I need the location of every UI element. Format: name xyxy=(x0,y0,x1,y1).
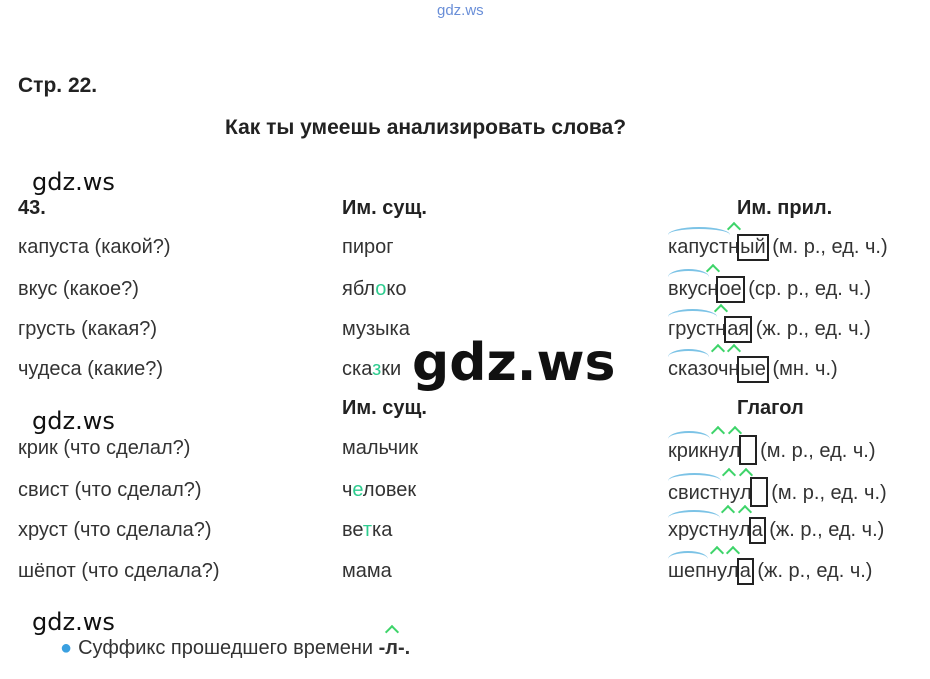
noun-part: ко xyxy=(386,278,407,300)
suffix-morpheme: ну xyxy=(717,519,739,541)
noun: ветка xyxy=(342,519,392,542)
suffix-morpheme: ну xyxy=(707,440,729,462)
root-morpheme: шеп xyxy=(668,551,708,582)
noun-part: ч xyxy=(342,479,353,501)
watermark-large: gdz.ws xyxy=(412,333,616,393)
root-morpheme: свист xyxy=(668,473,721,504)
highlighted-letter: е xyxy=(352,479,363,501)
noun: музыка xyxy=(342,318,410,341)
source-word: капуста (какой?) xyxy=(18,236,171,258)
exercise-number: 43. xyxy=(18,197,46,219)
suffix-morpheme: н xyxy=(707,278,719,300)
suffix-morpheme: оч xyxy=(707,358,729,380)
watermark: gdz.ws xyxy=(32,608,115,636)
suffix-morpheme: ну xyxy=(718,482,741,504)
ending-morpheme: ая xyxy=(724,316,753,343)
bullet-icon: ● xyxy=(60,637,73,659)
noun: яблоко xyxy=(342,278,407,301)
root-morpheme: груст xyxy=(668,309,718,340)
noun-part: мама xyxy=(342,560,392,582)
noun-part: ловек xyxy=(362,479,417,501)
grammar-note: (мн. ч.) xyxy=(766,358,838,380)
grammar-note: (ж. р., ед. ч.) xyxy=(763,519,885,541)
footnote-text: Суффикс прошедшего времени xyxy=(78,637,379,659)
page-reference: Стр. 22. xyxy=(18,74,98,97)
highlighted-letter: т xyxy=(362,519,373,541)
noun-part: музыка xyxy=(342,318,410,340)
derived-word: вкусное (ср. р., ед. ч.) xyxy=(668,269,872,303)
ending-morpheme: ые xyxy=(737,356,769,383)
root-morpheme: крик xyxy=(668,431,710,462)
root-morpheme: капуст xyxy=(668,227,731,258)
ending-morpheme: а xyxy=(748,517,766,544)
derived-word: грустная (ж. р., ед. ч.) xyxy=(668,309,871,343)
noun-part: ве xyxy=(342,519,363,541)
derived-word: крикнул (м. р., ед. ч.) xyxy=(668,431,876,465)
source-word: шёпот (что сделала?) xyxy=(18,560,220,582)
suffix-morpheme: л xyxy=(727,560,739,582)
source-word: свист (что сделал?) xyxy=(18,479,202,501)
noun: пирог xyxy=(342,236,394,259)
derived-word: сказочные (мн. ч.) xyxy=(668,349,838,383)
noun-part: ки xyxy=(381,358,402,380)
footnote: ● Суффикс прошедшего времени -л-. xyxy=(60,637,410,660)
grammar-note: (м. р., ед. ч.) xyxy=(754,440,876,462)
source-word: грусть (какая?) xyxy=(18,318,158,340)
header-adjective: Им. прил. xyxy=(737,197,833,219)
derived-word: хрустнула (ж. р., ед. ч.) xyxy=(668,510,885,544)
header-noun-1: Им. сущ. xyxy=(342,197,427,219)
source-word: чудеса (какие?) xyxy=(18,358,164,380)
source-word: крик (что сделал?) xyxy=(18,437,191,459)
exercise-title: Как ты умеешь анализировать слова? xyxy=(225,116,627,139)
highlighted-letter: з xyxy=(372,358,382,380)
ending-morpheme xyxy=(738,435,757,465)
suffix-morpheme: л xyxy=(740,482,752,504)
source-word: хруст (что сделала?) xyxy=(18,519,212,541)
noun-part: ябл xyxy=(342,278,376,300)
noun: мальчик xyxy=(342,437,418,460)
noun: мама xyxy=(342,560,392,583)
derived-word: капустный (м. р., ед. ч.) xyxy=(668,227,888,261)
grammar-note: (м. р., ед. ч.) xyxy=(766,236,888,258)
suffix-morpheme: н xyxy=(715,318,727,340)
watermark: gdz.ws xyxy=(32,407,115,435)
grammar-note: (ж. р., ед. ч.) xyxy=(750,318,871,340)
noun-part: мальчик xyxy=(342,437,418,459)
suffix-morpheme: н xyxy=(728,236,740,258)
footnote-period: . xyxy=(404,637,411,659)
grammar-note: (ср. р., ед. ч.) xyxy=(742,278,872,300)
footnote-suffix: -л- xyxy=(378,637,405,659)
derived-word: шепнула (ж. р., ед. ч.) xyxy=(668,551,873,585)
ending-morpheme xyxy=(749,477,768,507)
noun: человек xyxy=(342,479,416,502)
suffix-morpheme: л xyxy=(728,440,741,462)
suffix-morpheme: л xyxy=(738,519,751,541)
noun-part: ка xyxy=(372,519,393,541)
grammar-note: (ж. р., ед. ч.) xyxy=(751,560,873,582)
highlighted-letter: о xyxy=(375,278,387,300)
header-verb: Глагол xyxy=(737,397,804,419)
noun: сказки xyxy=(342,358,401,381)
ending-morpheme: ый xyxy=(737,234,769,261)
source-word: вкус (какое?) xyxy=(18,278,139,300)
header-noun-2: Им. сущ. xyxy=(342,397,427,419)
ending-morpheme: ое xyxy=(716,276,745,303)
noun-part: ска xyxy=(342,358,373,380)
ending-morpheme: а xyxy=(736,558,754,585)
noun-part: пирог xyxy=(342,236,394,258)
root-morpheme: хруст xyxy=(668,510,720,541)
suffix-morpheme: н xyxy=(728,358,740,380)
derived-word: свистнул (м. р., ед. ч.) xyxy=(668,473,887,507)
watermark-top: gdz.ws xyxy=(437,2,484,19)
watermark: gdz.ws xyxy=(32,168,115,196)
root-morpheme: сказ xyxy=(668,349,710,380)
suffix-morpheme: ну xyxy=(706,560,728,582)
grammar-note: (м. р., ед. ч.) xyxy=(765,482,887,504)
root-morpheme: вкус xyxy=(668,269,710,300)
